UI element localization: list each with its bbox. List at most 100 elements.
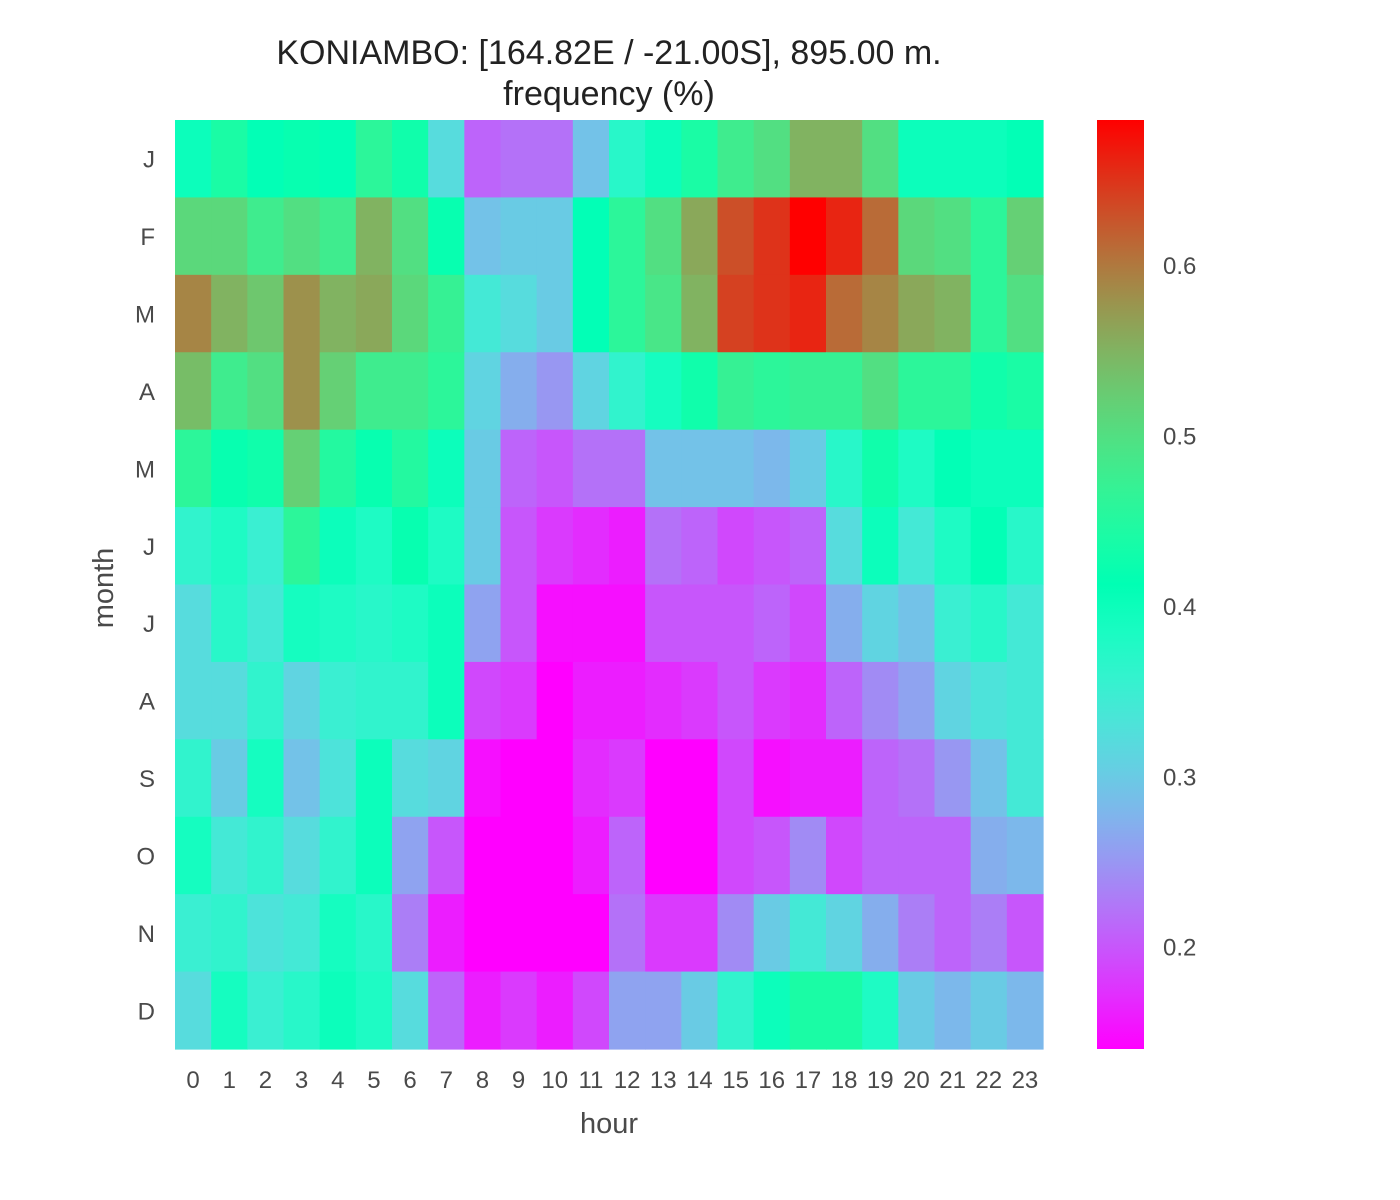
heatmap-cell [753, 584, 791, 663]
heatmap-cell [211, 971, 248, 1050]
heatmap-cell [826, 507, 863, 586]
y-tick-label: M [135, 456, 155, 483]
heatmap-cell [789, 971, 827, 1050]
heatmap-cell [428, 661, 465, 740]
heatmap-cell [645, 661, 682, 740]
heatmap-cell [211, 120, 248, 199]
heatmap-cell [826, 120, 863, 199]
heatmap-cell [247, 584, 285, 663]
y-tick-label: D [138, 998, 155, 1025]
x-axis-label: hour [580, 1108, 638, 1140]
heatmap-cell [898, 661, 936, 740]
x-tick-label: 2 [259, 1067, 272, 1094]
heatmap-cell [753, 197, 791, 276]
colorbar [1097, 120, 1144, 1049]
x-tick-label: 12 [614, 1067, 641, 1094]
heatmap-cell [500, 507, 538, 586]
heatmap-cell [428, 352, 465, 431]
heatmap-cell [175, 429, 212, 508]
heatmap-cell [753, 429, 791, 508]
heatmap-cell [645, 274, 682, 353]
heatmap-cell [753, 739, 791, 818]
heatmap-cell [283, 274, 321, 353]
heatmap-cell [753, 971, 791, 1050]
heatmap-cell [681, 274, 719, 353]
heatmap-cell [1006, 661, 1044, 740]
heatmap-cell [175, 816, 212, 895]
heatmap-cell [753, 894, 791, 973]
heatmap-cell [572, 661, 610, 740]
heatmap-cell [247, 739, 285, 818]
y-tick-label: J [143, 534, 155, 561]
x-tick-label: 0 [186, 1067, 199, 1094]
heatmap-cell [1006, 739, 1044, 818]
heatmap-cell [934, 584, 972, 663]
heatmap-cell [283, 507, 321, 586]
heatmap-cell [536, 352, 574, 431]
y-tick-label: J [143, 147, 155, 174]
heatmap-cell [681, 584, 719, 663]
heatmap-cell [247, 971, 285, 1050]
heatmap-cell [789, 894, 827, 973]
heatmap-cell [609, 739, 646, 818]
heatmap-cell [572, 429, 610, 508]
heatmap-cell [428, 197, 465, 276]
heatmap-cell [428, 507, 465, 586]
heatmap-cell [1006, 584, 1044, 663]
heatmap-cell [681, 507, 719, 586]
heatmap-cell [572, 274, 610, 353]
heatmap-cell [645, 507, 682, 586]
heatmap-cell [175, 661, 212, 740]
heatmap-cell [392, 274, 429, 353]
heatmap-cell [645, 584, 682, 663]
heatmap-cell [681, 661, 719, 740]
heatmap-cell [355, 429, 393, 508]
x-tick-label: 6 [403, 1067, 416, 1094]
heatmap-cell [247, 816, 285, 895]
heatmap-cell [898, 507, 936, 586]
heatmap-cell [862, 971, 899, 1050]
heatmap-cell [681, 816, 719, 895]
heatmap-cell [355, 507, 393, 586]
heatmap-cell [934, 507, 972, 586]
heatmap-cell [247, 894, 285, 973]
heatmap-cell [392, 661, 429, 740]
heatmap-cell [319, 507, 357, 586]
heatmap-cell [681, 971, 719, 1050]
colorbar-tick-label: 0.5 [1163, 423, 1196, 450]
heatmap-cell [898, 971, 936, 1050]
heatmap-cell [428, 274, 465, 353]
heatmap-cell [970, 507, 1008, 586]
heatmap-cell [355, 971, 393, 1050]
heatmap-cell [934, 816, 972, 895]
heatmap-cell [392, 894, 429, 973]
heatmap-cell [572, 816, 610, 895]
heatmap-cell [862, 584, 899, 663]
y-tick-label: M [135, 302, 155, 329]
heatmap-cell [211, 507, 248, 586]
heatmap-cell [898, 584, 936, 663]
heatmap-cell [247, 274, 285, 353]
heatmap-cell [572, 507, 610, 586]
heatmap-cell [789, 352, 827, 431]
heatmap-cell [211, 661, 248, 740]
x-tick-label: 13 [650, 1067, 677, 1094]
heatmap-cell [355, 197, 393, 276]
heatmap-cell [898, 352, 936, 431]
heatmap-cell [717, 274, 755, 353]
heatmap-cell [898, 274, 936, 353]
heatmap-cell [717, 739, 755, 818]
x-tick-label: 16 [758, 1067, 785, 1094]
heatmap-cell [826, 429, 863, 508]
heatmap-cell [536, 584, 574, 663]
heatmap-cell [536, 971, 574, 1050]
heatmap-cell [970, 197, 1008, 276]
x-tick-label: 17 [795, 1067, 822, 1094]
heatmap-cell [428, 894, 465, 973]
heatmap-cell [283, 584, 321, 663]
y-tick-label: F [140, 224, 155, 251]
heatmap-cell [283, 352, 321, 431]
heatmap-cell [934, 739, 972, 818]
heatmap-cell [392, 352, 429, 431]
heatmap-cell [1006, 352, 1044, 431]
